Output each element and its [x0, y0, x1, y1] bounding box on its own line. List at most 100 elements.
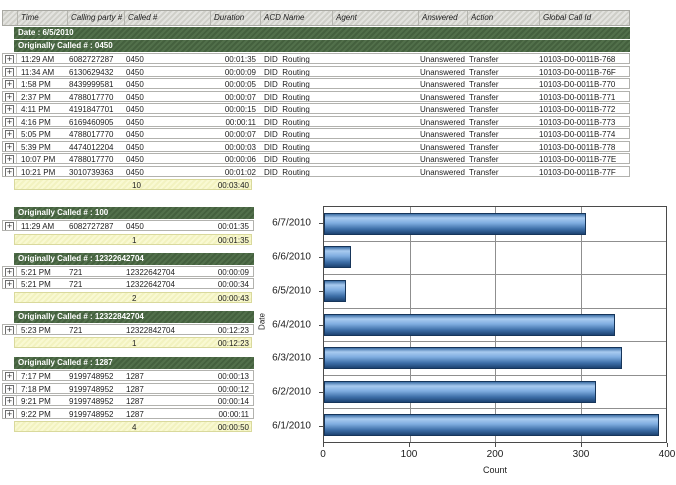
expand-row-button[interactable]: + — [5, 116, 14, 126]
cell-calling: 9199748952 — [69, 409, 114, 418]
y-axis-tick — [319, 222, 323, 224]
table-row: +9:22 PM 9199748952 1287 00:00:11 — [2, 407, 254, 419]
column-header-duration: Duration — [210, 11, 260, 25]
group-section-originally-called-0450: +11:29 AM 6082727287 0450 00:01:35 DID_Routi… — [2, 53, 630, 190]
cell-called: 1287 — [126, 384, 144, 393]
cell-dur: 00:00:07 — [224, 92, 256, 101]
cell-gcid: 10103-D0-0011B-774 — [539, 130, 616, 138]
cell-agent — [332, 54, 418, 63]
cell-action: Transfer — [469, 55, 499, 63]
cell-time: 2:37 PM — [21, 92, 51, 101]
expand-row-button[interactable]: + — [5, 141, 14, 151]
horizontal-gridline — [324, 374, 666, 376]
summary-call-count: 1 — [132, 235, 137, 244]
expander-cell: + — [3, 266, 17, 276]
expand-row-button[interactable]: + — [5, 91, 14, 101]
expand-row-button[interactable]: + — [5, 154, 14, 163]
x-tick-label: 0 — [320, 449, 326, 460]
expander-cell: + — [3, 104, 17, 113]
expand-row-button[interactable]: + — [5, 371, 14, 380]
horizontal-gridline — [324, 341, 666, 343]
x-tick-label: 300 — [572, 449, 590, 460]
cell-answered: Unanswered — [420, 105, 465, 113]
chart-bar-6-6-2010 — [324, 246, 352, 269]
cell-called: 0450 — [126, 155, 144, 163]
y-axis-tick — [319, 426, 323, 428]
cell-calling: 4788017770 — [69, 130, 114, 138]
y-tick-label: 6/5/2010 — [272, 285, 311, 297]
group-summary-row: 2 00:00:43 — [14, 291, 252, 303]
expand-row-button[interactable]: + — [5, 129, 14, 138]
cell-gcid: 10103-D0-0011B-768 — [539, 55, 616, 63]
expand-row-button[interactable]: + — [5, 166, 14, 176]
expand-row-button[interactable]: + — [5, 383, 14, 393]
expander-cell: + — [3, 116, 17, 126]
cell-gcid: 10103-D0-0011B-778 — [539, 142, 616, 151]
cell-calling: 4191847701 — [69, 105, 114, 113]
y-axis-tick — [319, 392, 323, 394]
x-axis-tick — [409, 443, 410, 447]
expand-row-button[interactable]: + — [5, 66, 14, 76]
expand-row-button[interactable]: + — [5, 79, 14, 88]
expand-row-button[interactable]: + — [5, 266, 14, 276]
y-tick-label: 6/2/2010 — [272, 386, 311, 398]
cell-calling: 6082727287 — [69, 222, 114, 230]
expand-row-button[interactable]: + — [5, 408, 14, 418]
cell-agent — [332, 67, 418, 76]
expand-row-button[interactable]: + — [5, 54, 14, 63]
cell-acd: DID_Routing — [264, 167, 310, 176]
table-row: +4:11 PM 4191847701 0450 00:00:15 DID_Routin… — [2, 103, 630, 114]
expand-row-button[interactable]: + — [5, 221, 14, 230]
cell-acd: DID_Routing — [264, 155, 310, 163]
group-header: Originally Called # : 12322842704 — [14, 310, 254, 323]
cell-dur: 00:00:06 — [224, 155, 256, 163]
cell-time: 10:21 PM — [21, 167, 56, 176]
cell-action: Transfer — [469, 142, 499, 151]
horizontal-gridline — [324, 408, 666, 410]
table-row: +10:07 PM 4788017770 0450 00:00:06 DID_Routi… — [2, 153, 630, 164]
cell-called: 0450 — [126, 222, 144, 230]
expand-row-button[interactable]: + — [5, 396, 14, 405]
cell-dur: 00:00:14 — [217, 397, 249, 405]
cell-agent — [332, 117, 418, 126]
chart-bar-6-1-2010 — [324, 414, 660, 437]
expander-cell: + — [3, 66, 17, 76]
cell-called: 0450 — [126, 67, 144, 76]
cell-called: 12322842704 — [126, 325, 175, 334]
cell-called: 0450 — [126, 167, 144, 176]
expander-cell: + — [3, 141, 17, 151]
table-row: +1:58 PM 8439999581 0450 00:00:05 DID_Routin… — [2, 78, 630, 89]
cell-calling: 721 — [69, 280, 83, 288]
cell-calling: 3010739363 — [69, 167, 114, 176]
summary-spacer — [15, 338, 124, 347]
cell-answered: Unanswered — [420, 67, 465, 76]
cell-dur: 00:00:09 — [217, 267, 249, 276]
cell-action: Transfer — [469, 167, 499, 176]
group-header: Originally Called # : 1287 — [14, 357, 254, 369]
expand-row-button[interactable]: + — [5, 104, 14, 113]
y-axis-tick — [319, 358, 323, 360]
expander-cell: + — [3, 371, 17, 380]
cell-time: 1:58 PM — [21, 80, 51, 88]
expander-cell: + — [3, 383, 17, 393]
cell-calling: 6130629432 — [69, 67, 114, 76]
cell-dur: 00:01:02 — [224, 167, 256, 176]
cell-calling: 8439999581 — [69, 80, 114, 88]
summary-spacer — [15, 180, 124, 189]
cell-time: 5:39 PM — [21, 142, 51, 151]
x-axis-tick — [495, 443, 496, 447]
table-row: +11:34 AM 6130629432 0450 00:00:09 DID_Routi… — [2, 65, 630, 77]
chart-bar-6-7-2010 — [324, 212, 587, 235]
group-header: Originally Called # : 0450 — [14, 40, 630, 52]
column-header-answered: Answered — [418, 11, 467, 25]
expander-cell: + — [3, 91, 17, 101]
cell-calling: 4474012204 — [69, 142, 114, 151]
cell-gcid: 10103-D0-0011B-773 — [539, 117, 616, 126]
cell-time: 11:29 AM — [21, 55, 55, 63]
summary-call-count: 10 — [132, 181, 141, 189]
group-section-originally-called-1287: Originally Called # : 1287 +7:17 PM 919974… — [2, 357, 254, 432]
calls-table: Time Calling party # Called # Duration ACD N… — [2, 10, 630, 190]
cell-called: 0450 — [126, 117, 144, 126]
expand-row-button[interactable]: + — [5, 324, 14, 334]
expand-row-button[interactable]: + — [5, 279, 14, 288]
